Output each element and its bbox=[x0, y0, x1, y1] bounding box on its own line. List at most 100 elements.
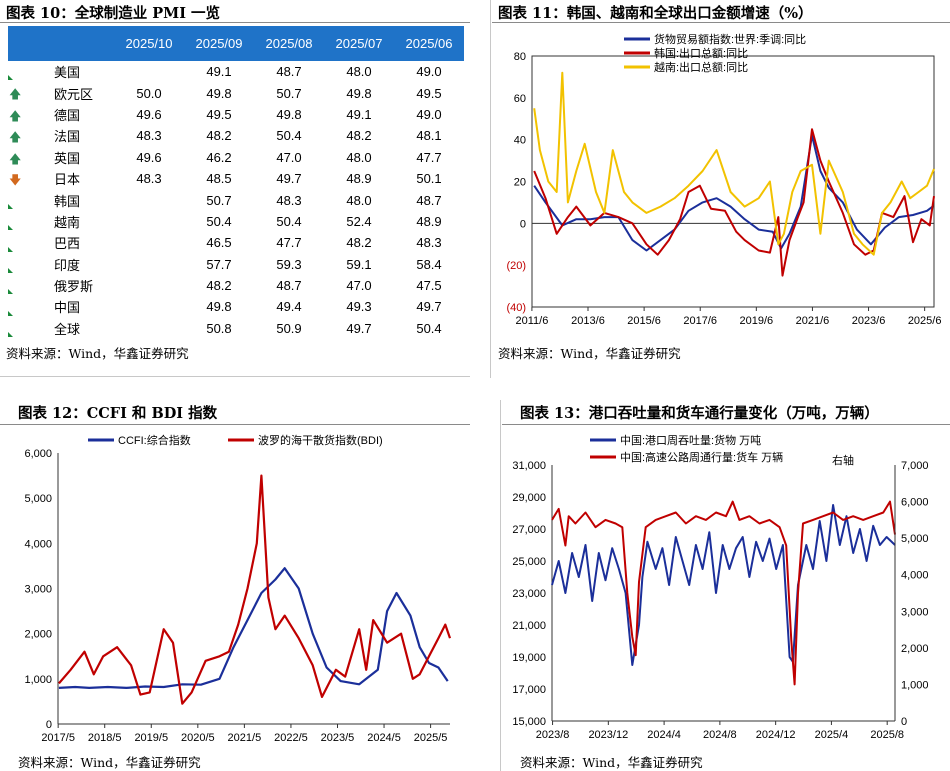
y-right-tick-label: 0 bbox=[901, 716, 907, 728]
pmi-value-cell: 58.4 bbox=[416, 256, 442, 272]
flag-icon bbox=[8, 61, 46, 82]
y-right-tick-label: 3,000 bbox=[901, 606, 929, 618]
pmi-country-name: 日本 bbox=[54, 172, 81, 188]
pmi-value-cell: 49.8 bbox=[206, 299, 232, 315]
pmi-value-cell: 47.0 bbox=[276, 149, 302, 165]
pmi-row: 🡅 法国 48.3 48.2 50.4 48.2 48.1 bbox=[8, 125, 464, 146]
y-tick-label: 80 bbox=[514, 51, 526, 63]
pmi-bottom-rule bbox=[0, 376, 470, 377]
pmi-value-cell: 50.0 bbox=[136, 85, 162, 101]
x-tick-label: 2024/12 bbox=[756, 729, 796, 741]
pmi-value-cell: 47.5 bbox=[416, 278, 442, 294]
pmi-value-cell bbox=[114, 275, 184, 296]
flag-marker bbox=[8, 310, 13, 316]
pmi-value-cell: 48.9 bbox=[416, 213, 442, 229]
arrow-down-icon: 🡇 bbox=[8, 168, 46, 189]
x-tick-label: 2015/6 bbox=[627, 315, 661, 327]
fig12-source: 资料来源：Wind，华鑫证券研究 bbox=[18, 755, 201, 770]
y-right-tick-label: 6,000 bbox=[901, 497, 929, 509]
y-tick-label: 31,000 bbox=[512, 460, 546, 472]
pmi-value-cell: 47.0 bbox=[346, 278, 372, 294]
pmi-source: 资料来源：Wind，华鑫证券研究 bbox=[6, 346, 189, 361]
y-tick-label: 40 bbox=[514, 135, 526, 147]
y-right-tick-label: 2,000 bbox=[901, 643, 929, 655]
pmi-row: 韩国 50.7 48.3 48.0 48.7 bbox=[8, 189, 464, 210]
pmi-header-col: 2025/06 bbox=[394, 26, 464, 61]
flag-marker bbox=[8, 75, 13, 81]
y-tick-label: 25,000 bbox=[512, 556, 546, 568]
pmi-header-col: 2025/08 bbox=[254, 26, 324, 61]
pmi-value-cell: 48.7 bbox=[276, 64, 302, 80]
pmi-country-name: 韩国 bbox=[54, 193, 81, 209]
legend-label: CCFI:综合指数 bbox=[118, 433, 191, 447]
pmi-country-name: 俄罗斯 bbox=[54, 279, 94, 295]
pmi-value-cell: 49.8 bbox=[206, 85, 232, 101]
fig13-panel: 图表 13：港口吞吐量和货车通行量变化（万吨，万辆） 31,000 29,000 2… bbox=[502, 400, 950, 771]
y-tick-label: 0 bbox=[46, 719, 52, 731]
pmi-value-cell: 48.9 bbox=[346, 171, 372, 187]
y-tick-label: 1,000 bbox=[24, 674, 52, 686]
pmi-country-name: 巴西 bbox=[54, 236, 81, 252]
flag-marker bbox=[8, 203, 13, 209]
y-tick-label: 17,000 bbox=[512, 684, 546, 696]
pmi-value-cell: 48.3 bbox=[136, 128, 162, 144]
pmi-value-cell: 50.8 bbox=[206, 320, 232, 336]
pmi-header-name-col bbox=[46, 26, 114, 61]
pmi-row: 🡅 德国 49.6 49.5 49.8 49.1 49.0 bbox=[8, 104, 464, 125]
y-tick-label: 3,000 bbox=[24, 584, 52, 596]
pmi-header-col: 2025/10 bbox=[114, 26, 184, 61]
flag-icon bbox=[8, 232, 46, 253]
y-tick-label: 21,000 bbox=[512, 620, 546, 632]
arrow-up-glyph: 🡅 bbox=[9, 130, 22, 145]
pmi-value-cell: 49.0 bbox=[416, 106, 442, 122]
pmi-value-cell: 48.3 bbox=[276, 192, 302, 208]
pmi-value-cell: 48.7 bbox=[416, 192, 442, 208]
pmi-value-cell: 59.3 bbox=[276, 256, 302, 272]
fig11-title: 图表 11：韩国、越南和全球出口金额增速（%） bbox=[498, 5, 813, 22]
pmi-country-name: 美国 bbox=[54, 65, 81, 81]
flag-icon bbox=[8, 189, 46, 210]
pmi-value-cell bbox=[114, 189, 184, 210]
pmi-value-cell: 57.7 bbox=[206, 256, 232, 272]
y-right-tick-label: 5,000 bbox=[901, 533, 929, 545]
flag-marker bbox=[8, 246, 13, 252]
pmi-header-col: 2025/07 bbox=[324, 26, 394, 61]
pmi-value-cell: 49.8 bbox=[276, 106, 302, 122]
x-tick-label: 2024/4 bbox=[647, 729, 681, 741]
pmi-value-cell bbox=[114, 211, 184, 232]
y-tick-label: (20) bbox=[506, 260, 526, 272]
pmi-value-cell: 50.9 bbox=[276, 320, 302, 336]
x-tick-label: 2023/6 bbox=[852, 315, 886, 327]
pmi-value-cell: 49.4 bbox=[276, 299, 302, 315]
x-tick-label: 2017/5 bbox=[41, 732, 75, 744]
pmi-country-name: 英国 bbox=[54, 150, 81, 166]
x-tick-label: 2011/6 bbox=[515, 315, 548, 327]
pmi-row: 中国 49.8 49.4 49.3 49.7 bbox=[8, 296, 464, 317]
pmi-row: 🡅 欧元区 50.0 49.8 50.7 49.8 49.5 bbox=[8, 82, 464, 103]
pmi-country-name: 欧元区 bbox=[54, 86, 94, 102]
arrow-up-icon: 🡅 bbox=[8, 104, 46, 125]
arrow-up-glyph: 🡅 bbox=[9, 87, 22, 102]
x-tick-label: 2024/8 bbox=[703, 729, 737, 741]
y-tick-label: 19,000 bbox=[512, 652, 546, 664]
x-tick-label: 2013/6 bbox=[571, 315, 605, 327]
arrow-up-icon: 🡅 bbox=[8, 147, 46, 168]
pmi-country-name: 全球 bbox=[54, 321, 81, 337]
pmi-header-icon-col bbox=[8, 26, 46, 61]
flag-marker bbox=[8, 332, 13, 338]
series-line-1 bbox=[533, 134, 934, 252]
pmi-value-cell: 49.5 bbox=[206, 106, 232, 122]
pmi-value-cell bbox=[114, 318, 184, 339]
series-line-1 bbox=[58, 567, 449, 689]
y-tick-label: 29,000 bbox=[512, 492, 546, 504]
fig11-source: 资料来源：Wind，华鑫证券研究 bbox=[498, 346, 681, 361]
legend-label: 波罗的海干散货指数(BDI) bbox=[258, 433, 383, 447]
pmi-value-cell: 49.6 bbox=[136, 106, 162, 122]
pmi-value-cell: 50.4 bbox=[416, 320, 442, 336]
series-line-1 bbox=[551, 504, 896, 666]
x-tick-label: 2025/6 bbox=[908, 315, 942, 327]
pmi-value-cell: 49.0 bbox=[416, 64, 442, 80]
pmi-country-name: 德国 bbox=[54, 107, 81, 123]
x-tick-label: 2017/6 bbox=[683, 315, 717, 327]
